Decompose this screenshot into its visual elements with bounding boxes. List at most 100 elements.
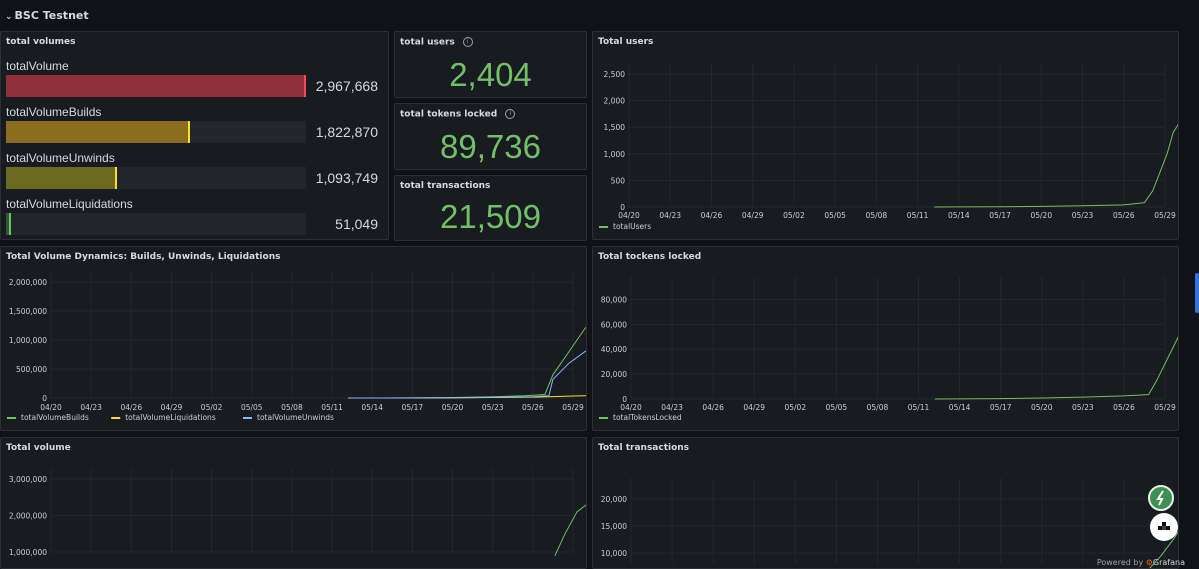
chart-volume-dynamics: 04/20 04/23 04/26 04/29 05/02 05/05 05/08 05/11…	[7, 272, 586, 422]
y-tick-label: 1,500	[604, 123, 626, 132]
panel-total-tokens-locked[interactable]: total tokens locked i 89,736	[394, 103, 587, 170]
stat-value: 21,509	[440, 198, 541, 235]
legend-label: totalVolumeLiquidations	[125, 413, 216, 422]
panel-total-tokens-locked-chart[interactable]: Total tockens locked 04/20 04/23 04/26 04/2…	[592, 246, 1179, 431]
bar-track	[6, 167, 306, 189]
y-tick-label: 2,000,000	[9, 278, 47, 287]
bar-fill	[6, 75, 306, 97]
y-tick-label: 1,500,000	[9, 307, 47, 316]
row-header-bsc-testnet[interactable]: ⌄ BSC Testnet	[5, 9, 89, 22]
bar-label: totalVolumeLiquidations	[6, 197, 133, 211]
bar-track	[6, 75, 306, 97]
bar-track	[6, 121, 306, 143]
series-line-totalVolumeBuilds	[348, 326, 586, 399]
legend-label: totalVolumeBuilds	[21, 413, 89, 422]
y-tick-label: 20,000	[601, 370, 627, 379]
scrollbar[interactable]	[1195, 273, 1199, 313]
y-tick-label: 20,000	[601, 495, 627, 504]
x-tick-label: 05/20	[442, 403, 464, 412]
panel-total-transactions-chart[interactable]: Total transactions 10,000 15,000 20,000	[592, 437, 1179, 569]
x-tick-label: 05/14	[361, 403, 383, 412]
info-icon[interactable]: i	[505, 109, 516, 119]
panel-title: total tokens locked	[400, 109, 498, 120]
series-line-totalVolume	[554, 504, 586, 556]
x-tick-label: 05/23	[1072, 403, 1094, 412]
chart-total-transactions: 10,000 15,000 20,000	[601, 478, 1178, 568]
series-line-totalTokensLocked	[934, 336, 1178, 400]
y-tick-label: 1,000,000	[9, 336, 47, 345]
panel-total-volume-chart[interactable]: Total volume 1,000,000 2,000,000 3,000,000	[0, 437, 587, 569]
row-title: BSC Testnet	[14, 9, 89, 22]
chart-total-tokens-locked: 04/20 04/23 04/26 04/29 05/02 05/05 05/08 05/11…	[599, 277, 1178, 422]
x-tick-label: 05/05	[824, 211, 846, 220]
bar-label: totalVolumeBuilds	[6, 105, 102, 119]
info-icon[interactable]: i	[462, 37, 473, 47]
stat-value: 89,736	[440, 128, 541, 165]
x-tick-label: 05/08	[866, 211, 888, 220]
panel-title: total volumes	[6, 37, 76, 47]
legend-label: totalVolumeUnwinds	[257, 413, 334, 422]
x-tick-label: 05/20	[1030, 211, 1052, 220]
grafana-logo-icon: ⚙	[1145, 558, 1153, 567]
panel-title: Total volume	[6, 443, 71, 453]
x-tick-label: 05/17	[989, 211, 1011, 220]
bar-value: 51,049	[335, 216, 378, 232]
legend-swatch	[243, 417, 252, 419]
panel-total-transactions[interactable]: total transactions 21,509	[394, 175, 587, 241]
x-tick-label: 05/17	[402, 403, 424, 412]
panel-title: Total users	[598, 37, 654, 47]
x-tick-label: 04/20	[40, 403, 62, 412]
panel-title: total users	[400, 37, 455, 48]
bar-fill	[6, 121, 191, 143]
grid-icon	[1158, 522, 1170, 530]
y-tick-label: 0	[622, 395, 627, 404]
x-tick-label: 05/11	[321, 403, 343, 412]
panel-total-users-chart[interactable]: Total users 04/20 04/23 04/26 04/29 05/02 05/…	[592, 31, 1179, 240]
x-tick-label: 04/29	[161, 403, 183, 412]
x-tick-label: 04/20	[618, 211, 640, 220]
legend-swatch	[111, 417, 121, 419]
footer-prefix: Powered by	[1096, 558, 1144, 567]
legend-swatch	[599, 226, 608, 228]
x-tick-label: 05/14	[949, 403, 971, 412]
x-tick-label: 04/23	[661, 403, 683, 412]
x-tick-label: 05/17	[990, 403, 1012, 412]
panel-title: Total transactions	[598, 443, 690, 453]
x-tick-label: 04/26	[120, 403, 142, 412]
panel-volume-dynamics[interactable]: Total Volume Dynamics: Builds, Unwinds, …	[0, 246, 587, 431]
x-tick-label: 05/14	[948, 211, 970, 220]
apps-button[interactable]	[1150, 513, 1178, 541]
chart-total-users: 04/20 04/23 04/26 04/29 05/02 05/05 05/08 05/11…	[599, 64, 1178, 231]
y-tick-label: 2,000,000	[9, 512, 47, 521]
x-tick-label: 05/11	[908, 403, 930, 412]
y-tick-label: 15,000	[601, 522, 627, 531]
stat-value: 2,404	[449, 56, 532, 93]
y-tick-label: 1,000,000	[9, 548, 47, 557]
y-tick-label: 0	[42, 394, 47, 403]
legend-label: totalTokensLocked	[613, 413, 682, 422]
footer: Powered by ⚙Grafana	[1097, 558, 1185, 567]
chevron-down-icon[interactable]: ⌄	[5, 12, 13, 22]
y-tick-label: 2,500	[604, 70, 626, 79]
y-tick-label: 40,000	[601, 345, 627, 354]
panel-total-users[interactable]: total users i 2,404	[394, 31, 587, 98]
panel-total-volumes[interactable]: total volumes totalVolume 2,967,668 totalV…	[0, 31, 389, 240]
bar-label: totalVolumeUnwinds	[6, 151, 115, 165]
bar-value: 1,093,749	[315, 170, 378, 186]
x-tick-label: 04/26	[702, 403, 724, 412]
bar-track	[6, 213, 306, 235]
x-tick-label: 04/29	[742, 211, 764, 220]
x-tick-label: 05/29	[1154, 211, 1176, 220]
y-tick-label: 10,000	[601, 549, 627, 558]
x-tick-label: 05/05	[241, 403, 263, 412]
series-line-totalUsers	[934, 123, 1178, 208]
x-tick-label: 05/26	[1113, 403, 1135, 412]
y-tick-label: 0	[620, 203, 625, 212]
x-tick-label: 04/26	[701, 211, 723, 220]
assistant-button[interactable]	[1148, 485, 1174, 511]
x-tick-label: 05/08	[867, 403, 889, 412]
chart-total-volume: 1,000,000 2,000,000 3,000,000	[9, 469, 586, 557]
y-tick-label: 500	[611, 176, 626, 185]
y-tick-label: 500,000	[16, 365, 47, 374]
x-tick-label: 05/11	[907, 211, 929, 220]
